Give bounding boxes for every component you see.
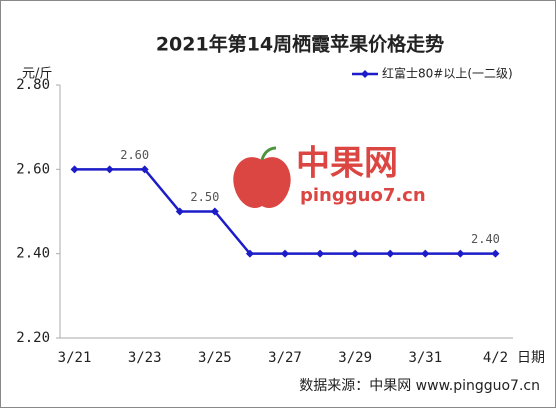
data-label: 2.50 [190,190,219,204]
marker [175,207,184,216]
x-tick-label: 3/29 [338,350,372,366]
logo [233,157,291,208]
marker [386,249,395,258]
chart-title: 2021年第14周栖霞苹果价格走势 [156,33,444,56]
marker [210,207,219,216]
x-tick-label: 3/27 [268,350,302,366]
x-tick-label: 4/2 [483,350,508,366]
watermark: 中果网 pingguo7.cn [233,144,426,208]
x-tick-label: 3/31 [408,350,442,366]
x-axis-label: 日期 [517,350,545,366]
marker [351,249,360,258]
data-label: 2.40 [471,232,500,246]
legend-label: 红富士80#以上(一二级) [382,66,513,81]
y-tick-label: 2.20 [16,330,50,346]
marker [316,249,325,258]
marker [456,249,465,258]
legend-marker [361,70,369,78]
marker [140,165,149,174]
marker [105,165,114,174]
marker [245,249,254,258]
marker [70,165,79,174]
y-tick-label: 2.40 [16,246,50,262]
y-tick-label: 2.60 [16,161,50,177]
marker [281,249,289,258]
source: 数据来源：中果网 www.pingguo7.cn [299,378,540,394]
logo-leaf [260,146,277,161]
watermark-brand: 中果网 [296,144,398,184]
data-label: 2.60 [120,148,149,162]
marker [421,249,430,258]
watermark-site: pingguo7.cn [300,185,426,206]
x-tick-label: 3/25 [198,350,232,366]
x-tick-label: 3/21 [58,350,92,366]
marker [491,249,500,258]
x-tick-label: 3/23 [128,350,162,366]
y-axis-label: 元/斤 [22,67,52,82]
y-tick-label: 2.80 [16,77,50,93]
